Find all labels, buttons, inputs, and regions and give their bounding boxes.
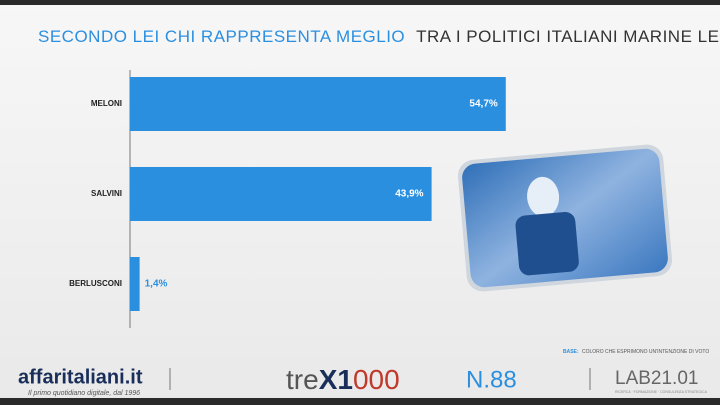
trex-part: tre (286, 364, 319, 395)
chart-title: SECONDO LEI CHI RAPPRESENTA MEGLIO TRA I… (38, 27, 720, 46)
photo-podium (515, 211, 579, 276)
lab-tagline: RICERCA · FORMAZIONE · CONSULENZA STRATE… (615, 390, 708, 394)
category-label: BERLUSCONI (69, 279, 122, 288)
issue-number: N.88 (466, 366, 517, 393)
trex-part: X1 (319, 364, 353, 395)
base-note: BASE: COLORO CHE ESPRIMONO UN'INTENZIONE… (563, 349, 709, 355)
category-label: MELONI (91, 99, 122, 108)
base-label: BASE: (563, 349, 579, 355)
value-label: 1,4% (145, 279, 168, 290)
bar (130, 257, 140, 311)
base-text: COLORO CHE ESPRIMONO UN'INTENZIONE DI VO… (582, 349, 709, 355)
lab-logo: LAB21.01 (615, 368, 698, 389)
title-highlight: SECONDO LEI CHI RAPPRESENTA MEGLIO (38, 27, 405, 46)
value-label: 43,9% (395, 189, 423, 200)
bars: MELONI 54,7% SALVINI 43,9% BERLUSCONI 1,4% (69, 77, 506, 311)
bottom-strip (0, 398, 720, 405)
category-label: SALVINI (91, 189, 122, 198)
trex-part: 000 (353, 364, 400, 395)
bar (130, 167, 432, 221)
footer-brand: affaritaliani.it (18, 366, 143, 388)
bar (130, 77, 506, 131)
trex-logo: treX1000 (286, 364, 400, 395)
top-strip (0, 0, 720, 5)
footer-tagline: Il primo quotidiano digitale, dal 1996 (28, 390, 140, 397)
photo-figure (527, 176, 560, 217)
photo (457, 144, 673, 292)
title-rest: TRA I POLITICI ITALIANI MARINE LE PEN? (416, 27, 720, 46)
value-label: 54,7% (469, 99, 497, 110)
